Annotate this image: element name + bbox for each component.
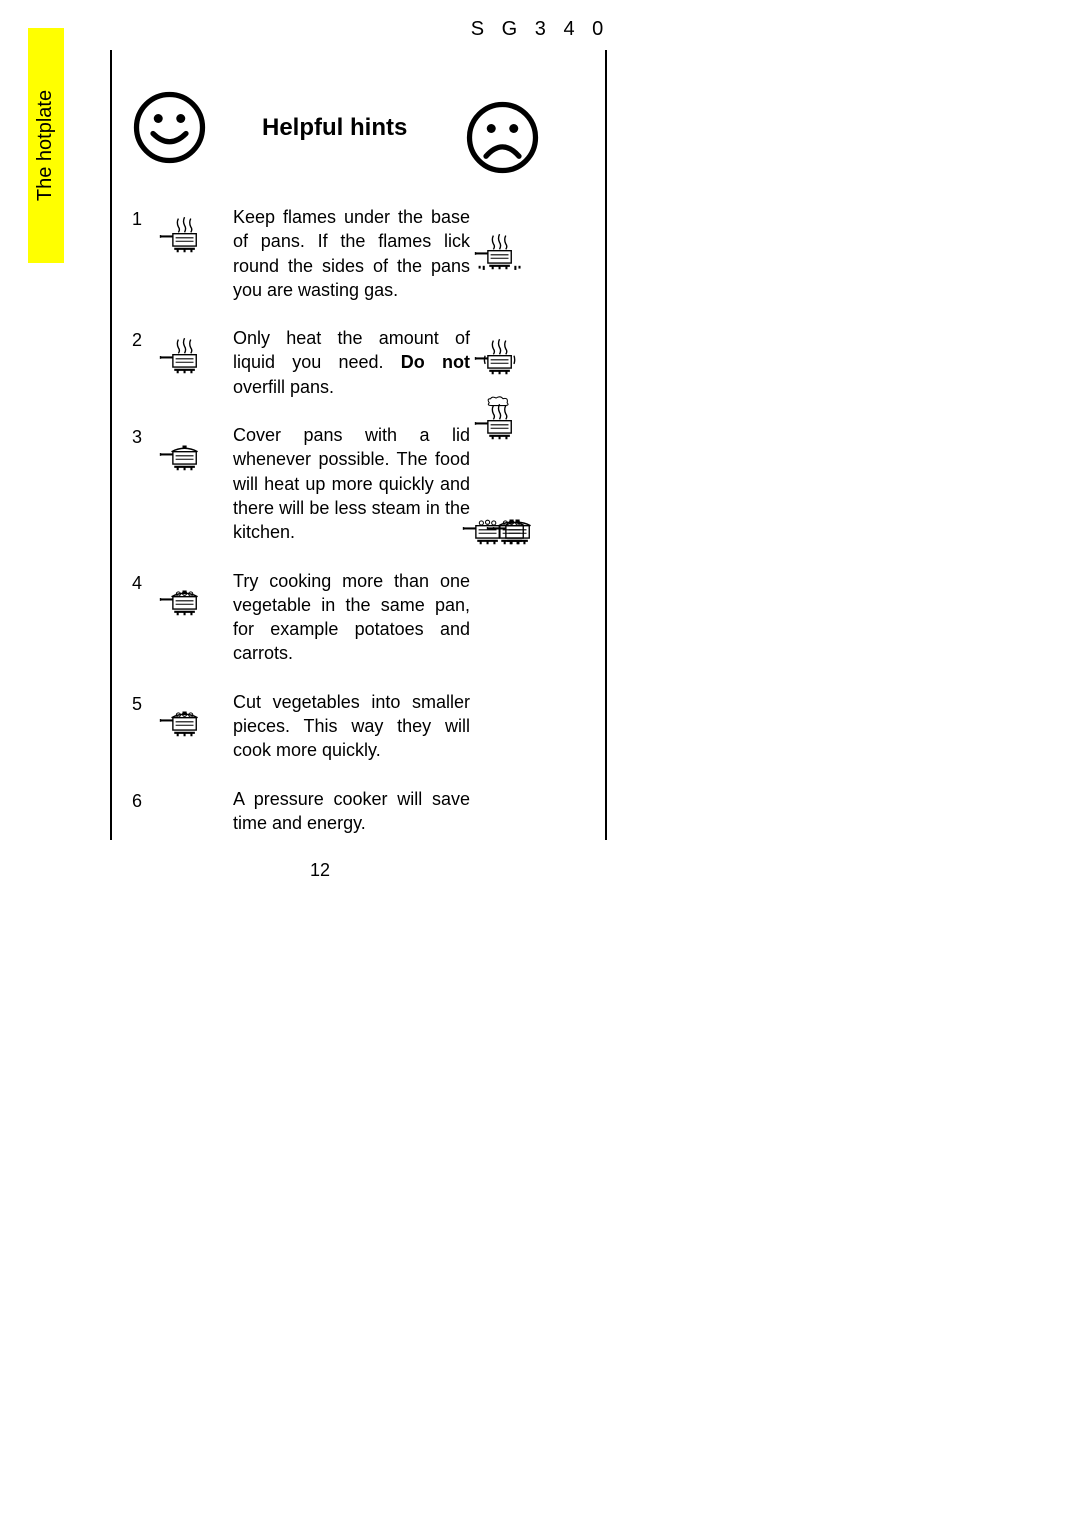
hint-row: 6 A pressure cooker will save time and en… [132,787,610,842]
pan-icon [150,326,215,381]
hint-text: Keep flames under the base of pans. If t… [215,205,470,302]
hint-row: 5 Cut vegetables into smaller pieces. Thi… [132,690,610,763]
hint-text: Only heat the amount of liquid you need.… [215,326,470,399]
hint-row: 1 Keep flames under the base of pans. If … [132,205,610,302]
page-number: 12 [0,860,640,881]
multi-pans-wrong-icon [470,500,530,630]
hint-number: 2 [132,326,150,351]
side-tab-label: The hotplate [35,90,58,201]
hint-text: Try cooking more than one vegetable in t… [215,569,470,666]
pan-icon [150,205,215,260]
hint-number: 3 [132,423,150,448]
pan-icon [150,423,215,478]
smiley-face-icon [132,90,207,165]
hint-number: 4 [132,569,150,594]
hint-text: Cut vegetables into smaller pieces. This… [215,690,470,763]
header-model-code: S G 3 4 0 [0,18,1080,41]
overfill-wrong-icon [470,330,530,390]
nocover-wrong-icon [470,395,530,455]
pan-icon [150,690,215,745]
hint-number: 6 [132,787,150,812]
sad-face-icon [465,100,540,180]
page-title: Helpful hints [262,114,407,142]
hint-text: Cover pans with a lid whenever possible.… [215,423,470,544]
hint-number: 1 [132,205,150,230]
pan-icon [150,569,215,624]
hint-text: A pressure cooker will save time and ene… [215,787,470,836]
hint-row: 4 Try cooking more than one vegetable in … [132,569,610,666]
side-tab: The hotplate [28,28,64,263]
hint-number: 5 [132,690,150,715]
pan-icon [150,787,215,842]
hint-row: 2 Only heat the amount of liquid you need… [132,326,610,399]
flames-wrong-icon [470,225,530,285]
